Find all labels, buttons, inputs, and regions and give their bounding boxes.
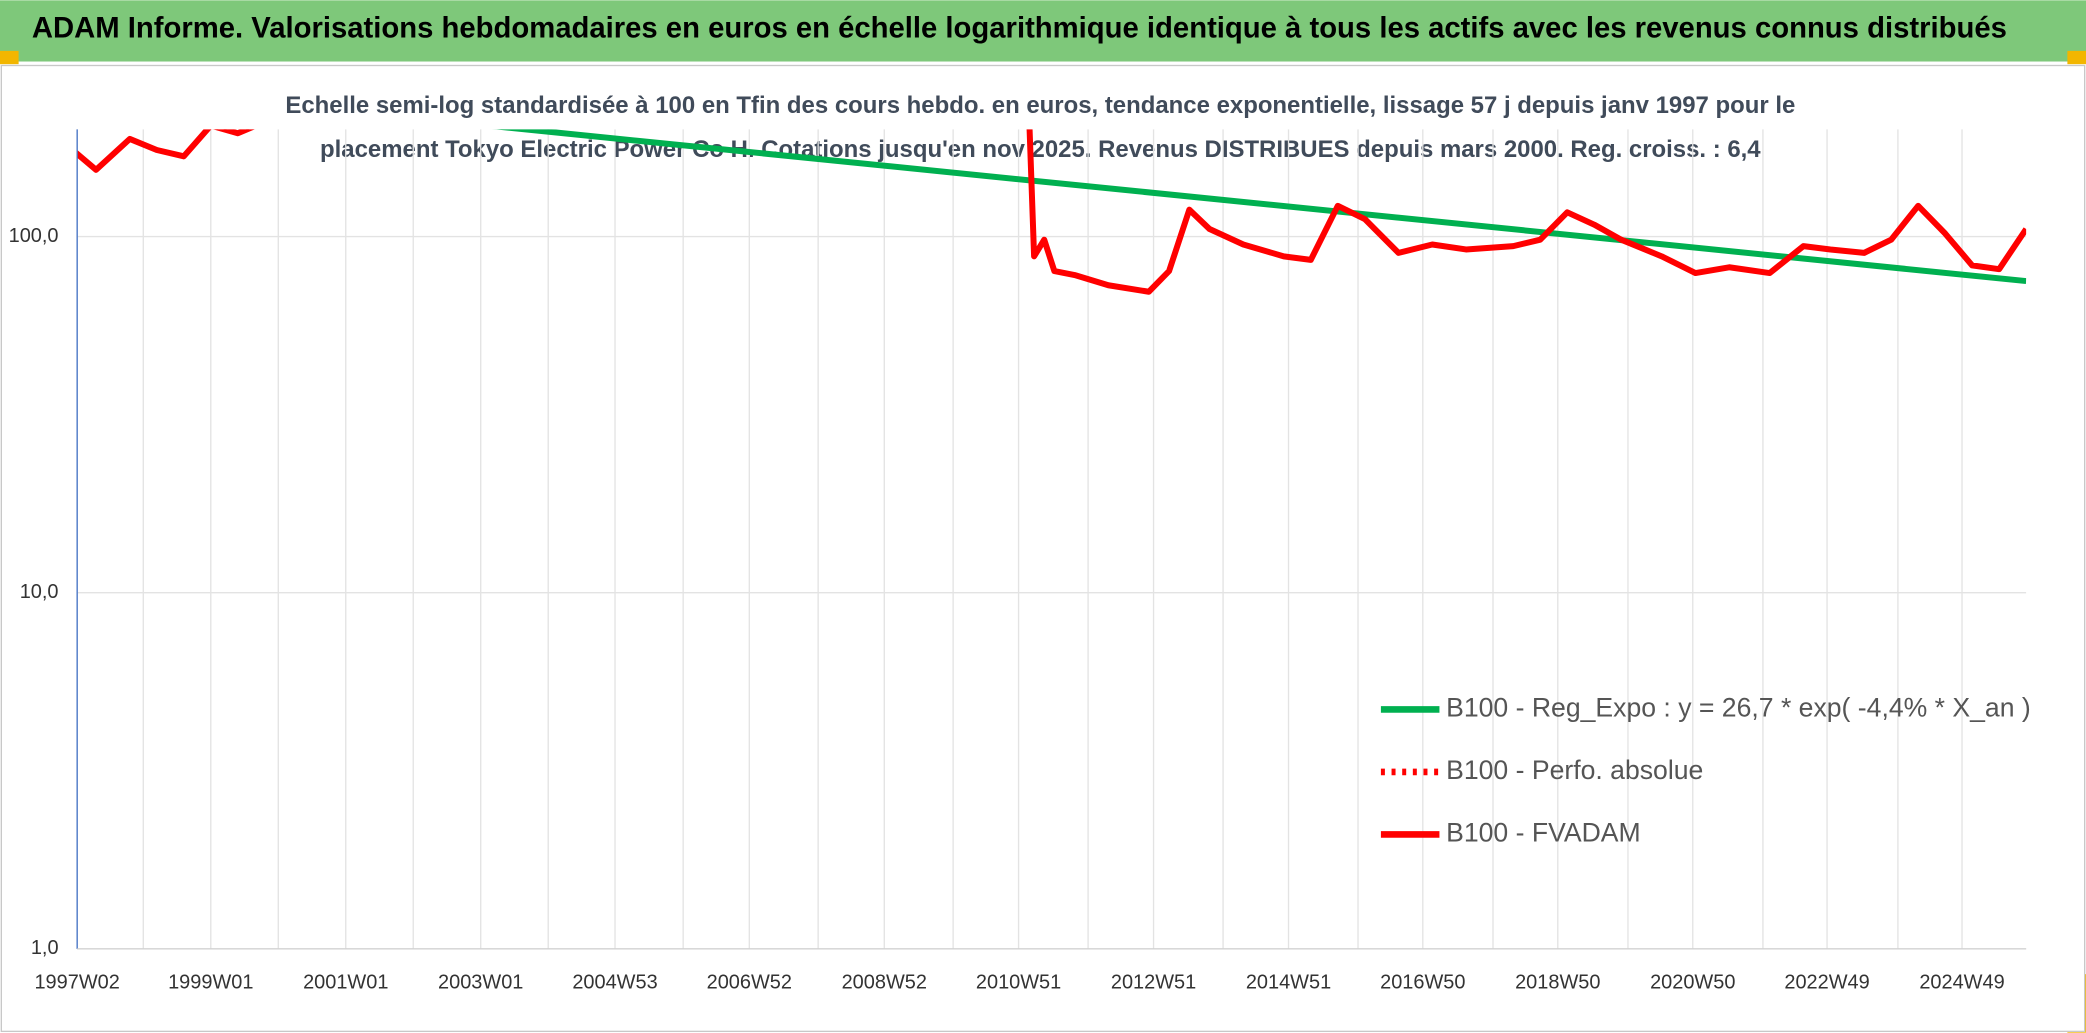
corner bbox=[0, 50, 19, 65]
subtitle: Echelle semi-log standardisée à 100 en T… bbox=[285, 92, 1795, 119]
x-tick-label: 2008W52 bbox=[842, 972, 927, 994]
x-tick-label: 2003W01 bbox=[438, 972, 523, 994]
legend-label: B100 - Reg_Expo : y = 26,7 * exp( -4,4% … bbox=[1446, 692, 2031, 722]
y-tick-label: 10,0 bbox=[20, 581, 59, 603]
x-tick-label: 1997W02 bbox=[34, 972, 119, 994]
y-tick-label: 1,0 bbox=[31, 937, 59, 959]
legend-label: B100 - Perfo. absolue bbox=[1446, 755, 1703, 785]
x-tick-label: 2001W01 bbox=[303, 972, 388, 994]
chart-frame bbox=[0, 64, 2086, 1033]
series-line bbox=[77, 129, 2027, 295]
series-line bbox=[495, 129, 2027, 285]
y-tick-label: 100,0 bbox=[9, 225, 59, 247]
x-tick-label: 2018W50 bbox=[1515, 972, 1600, 994]
corner bbox=[2067, 50, 2086, 65]
x-tick-label: 2016W50 bbox=[1380, 972, 1465, 994]
header-title: ADAM Informe. Valorisations hebdomadaire… bbox=[32, 12, 2007, 44]
x-tick-label: 2010W51 bbox=[976, 972, 1061, 994]
x-tick-label: 2012W51 bbox=[1111, 972, 1196, 994]
x-tick-label: 2024W49 bbox=[1919, 972, 2004, 994]
x-tick-label: 1999W01 bbox=[168, 972, 253, 994]
x-tick-label: 2006W52 bbox=[707, 972, 792, 994]
legend-label: B100 - FVADAM bbox=[1446, 817, 1641, 847]
x-tick-label: 2022W49 bbox=[1784, 972, 1869, 994]
header-bar bbox=[0, 0, 2086, 62]
x-tick-label: 2020W50 bbox=[1650, 972, 1735, 994]
x-tick-label: 2014W51 bbox=[1246, 972, 1331, 994]
x-tick-label: 2004W53 bbox=[572, 972, 657, 994]
subtitle: placement Tokyo Electric Power Co H. Cot… bbox=[320, 136, 1761, 163]
